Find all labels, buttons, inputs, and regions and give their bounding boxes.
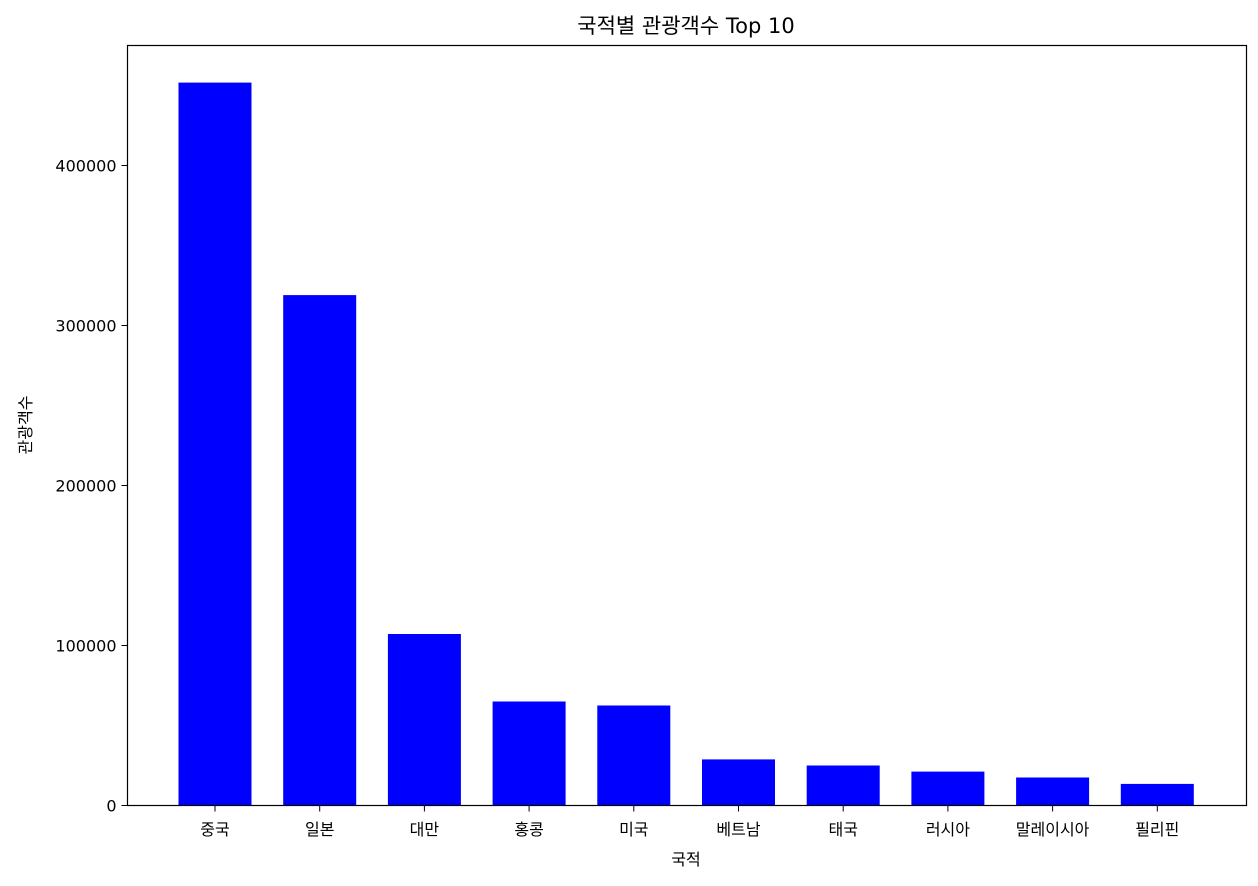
x-tick-label: 러시아 — [926, 820, 970, 839]
x-tick-label: 태국 — [828, 820, 857, 839]
bar-8 — [1016, 777, 1090, 806]
bar-9 — [1120, 783, 1194, 806]
x-tick-label: 대만 — [410, 820, 440, 839]
x-tick-label: 말레이시아 — [1016, 820, 1090, 839]
y-tick-label: 400000 — [55, 157, 116, 176]
bars-group — [178, 82, 1194, 806]
x-tick-label: 홍콩 — [514, 820, 543, 839]
y-tick-label: 100000 — [55, 637, 116, 656]
bar-2 — [387, 634, 461, 806]
y-tick-label: 300000 — [55, 317, 116, 336]
x-tick-label: 일본 — [305, 820, 334, 839]
y-axis-label: 관광객수 — [16, 396, 35, 455]
x-tick-label: 베트남 — [716, 820, 760, 839]
bar-0 — [178, 82, 252, 806]
x-tick-label: 중국 — [200, 820, 229, 839]
x-ticks-group: 중국 일본 대만 홍콩 미국 베트남 태국 러시아 말레이시아 필리핀 — [200, 805, 1179, 839]
plot-frame — [126, 44, 1248, 807]
bar-4 — [597, 705, 671, 806]
chart-title: 국적별 관광객수 Top 10 — [577, 14, 794, 38]
bar-6 — [806, 765, 880, 806]
bar-3 — [492, 701, 566, 806]
y-ticks-group: 0 100000 200000 300000 400000 — [55, 157, 128, 816]
x-tick-label: 필리핀 — [1135, 820, 1179, 839]
bar-7 — [911, 771, 985, 806]
y-tick-label: 200000 — [55, 477, 116, 496]
x-axis-label: 국적 — [671, 850, 700, 869]
x-tick-label: 미국 — [619, 820, 648, 839]
bar-5 — [702, 759, 775, 806]
bar-1 — [283, 295, 357, 806]
y-tick-label: 0 — [106, 797, 116, 816]
